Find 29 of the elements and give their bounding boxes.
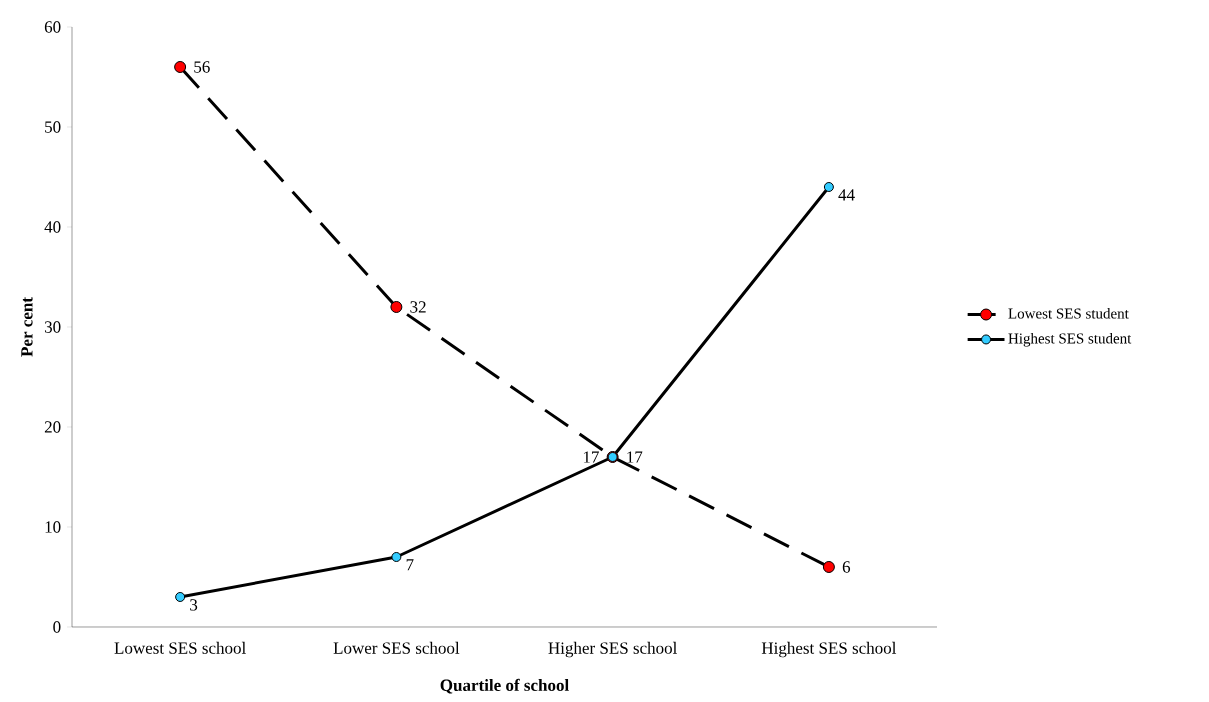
- point: [390, 300, 403, 313]
- point: [174, 60, 187, 73]
- x-tick-label: Lower SES school: [333, 641, 460, 654]
- y-axis-title: Per cent: [21, 297, 33, 357]
- data-label: 44: [838, 189, 855, 201]
- y-tick-label: 40: [44, 221, 61, 233]
- x-axis-title: Quartile of school: [440, 678, 569, 694]
- data-label: 56: [194, 61, 210, 73]
- point: [822, 560, 835, 573]
- data-label: 17: [627, 451, 643, 463]
- data-label: 3: [190, 599, 198, 611]
- legend-label: Lowest SES student: [1008, 308, 1129, 319]
- data-label: 32: [410, 301, 426, 313]
- y-tick-label: 10: [45, 521, 61, 533]
- point: [823, 181, 834, 192]
- data-label: 17: [583, 451, 599, 463]
- x-tick-label: Higher SES school: [548, 641, 677, 658]
- y-tick-label: 0: [53, 621, 61, 633]
- data-label: 6: [842, 561, 851, 573]
- legend-label: Highest SES student: [1008, 332, 1132, 347]
- point: [175, 591, 186, 602]
- data-label: 7: [406, 559, 414, 571]
- x-tick-label: Lowest SES school: [114, 641, 246, 654]
- y-tick-label: 30: [44, 321, 61, 333]
- x-tick-label: Highest SES school: [761, 641, 897, 658]
- y-tick-label: 20: [44, 421, 61, 433]
- y-tick-label: 50: [45, 121, 61, 133]
- y-tick-label: 60: [44, 21, 61, 33]
- point: [391, 551, 402, 562]
